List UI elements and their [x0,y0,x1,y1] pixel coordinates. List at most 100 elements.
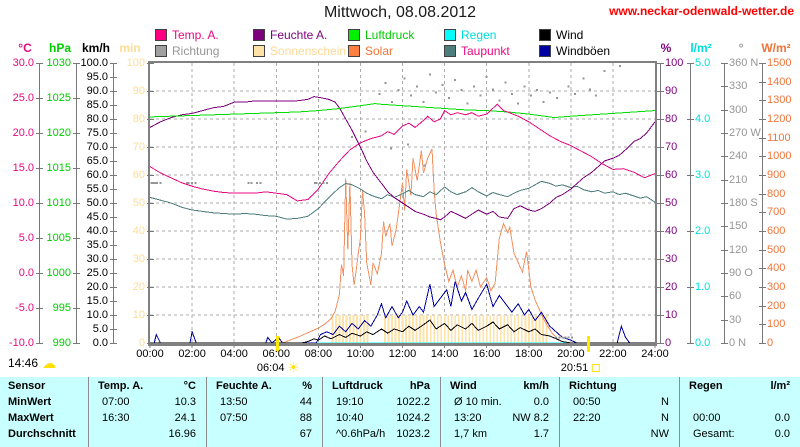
sunshine-bar [499,315,502,343]
axis-tick [147,119,154,120]
table-separator [559,377,560,447]
axis-tick-label: 10.0 [86,309,108,321]
sunrise-marker [276,336,280,352]
axis-tick [721,180,728,181]
sunshine-bar [475,315,478,343]
axis-tick [687,231,694,232]
table-cell-time: 13:50 [220,396,248,408]
sunshine-bar [331,315,334,343]
sunrise-sun-icon: ☀ [287,360,300,375]
axis-tick [687,119,694,120]
axis-tick-label: 1005 [46,232,71,244]
legend-label: Taupunkt [461,44,510,58]
axis-tick-label: 800 [767,188,786,200]
sunshine-bar [349,315,351,343]
axis-tick [110,329,117,330]
axis-tick [110,301,117,302]
axis-tick [110,105,117,106]
direction-dot [194,181,197,184]
axis-tick-label: 100 [767,318,786,330]
direction-dot [529,94,532,97]
axis-tick [657,315,664,316]
direction-dot [155,181,158,184]
axis-tick-label: 300 [767,281,786,293]
axis-tick-label: 1.0 [695,281,711,293]
legend-swatch [155,45,167,57]
x-axis-label: 04:00 [220,348,248,360]
direction-dot [485,76,488,78]
axis-tick-label: 2.0 [695,225,711,237]
axis-tick [36,238,43,239]
axis-tick-label: 20 [665,281,678,293]
sunshine-bar [527,315,530,343]
axis-unit-°: ° [738,41,744,55]
axis-tick-label: 1200 [767,113,792,125]
axis-tick-label: 4.0 [695,113,711,125]
site-url-link[interactable]: www.neckar-odenwald-wetter.de [609,4,794,18]
direction-dot [564,336,567,339]
sunshine-bar [384,315,386,343]
legend-item-regen: Regen [444,28,496,42]
table-group-label: Wind [450,380,477,392]
legend-swatch [539,45,551,57]
axis-tick [657,63,664,64]
sunshine-bar [338,315,341,343]
table-group-unit: km/h [523,380,549,392]
sunshine-bar [335,315,337,343]
axis-tick [147,63,154,64]
sunshine-bar [506,315,509,343]
sunshine-bar [422,315,425,343]
axis-tick [759,343,766,344]
axis-tick [759,287,766,288]
axis-tick-label: 1000 [46,267,71,279]
direction-dot [416,85,419,88]
table-cell-value: NW [650,428,669,440]
direction-dot [159,181,162,184]
axis-tick [721,296,728,297]
sunshine-bar [391,315,393,343]
axis-tick [73,238,80,239]
legend-item-luftdruck: Luftdruck [348,28,415,42]
table-cell-time: ^0.6hPa/h [336,428,386,440]
axis-tick [73,343,80,344]
direction-dot [403,77,406,80]
table-row-header: MaxWert [8,412,54,424]
table-cell-value: 1022.2 [396,396,430,408]
table-group-unit: l/m² [770,380,790,392]
direction-dot [423,164,426,167]
x-axis-label: 06:00 [262,348,291,360]
axis-tick [36,168,43,169]
axis-tick-label: 30 [729,314,742,326]
axis-tick-label: 50 [665,197,678,209]
axis-tick [721,63,728,64]
axis-tick-label: 90 [132,85,145,97]
axis-tick-label: 1100 [767,132,791,144]
axis-tick [759,119,766,120]
sunshine-bar [524,315,527,343]
axis-tick [759,175,766,176]
generated-time: 14:46 ☁ [8,356,56,370]
axis-tick-label: 0.0 [92,337,108,349]
sunshine-bar [468,315,471,343]
axis-tick [36,63,43,64]
axis-unit-%: % [660,41,672,55]
direction-dot [351,135,353,138]
table-group-label: Richtung [569,380,617,392]
direction-dot [466,102,469,105]
sunshine-bar [419,315,422,343]
axis-tick [147,259,154,260]
direction-dot [185,181,188,184]
legend-label: Luftdruck [365,28,415,42]
sunshine-bar [443,315,446,343]
direction-dot [582,77,585,80]
sunshine-bar [485,315,488,343]
axis-tick-label: 5.0 [18,232,34,244]
table-group-unit: hPa [409,380,430,392]
axis-tick-label: 3.0 [695,169,711,181]
axis-tick [73,308,80,309]
axis-tick [110,231,117,232]
table-row-header: MinWert [8,396,52,408]
table-cell-time: 10:40 [336,412,364,424]
axis-tick-label: 30.0 [86,253,108,265]
axis-tick-label: 100.0 [80,57,108,69]
